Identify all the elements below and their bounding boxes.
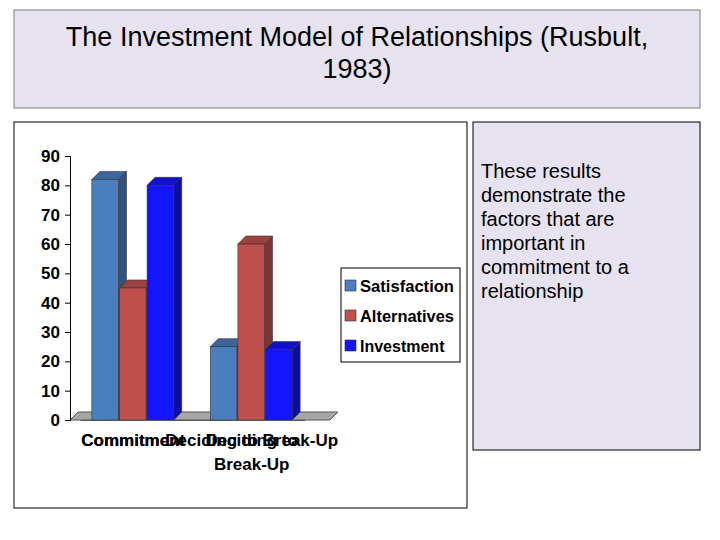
y-tick: 70: [41, 206, 70, 225]
y-tick-label: 80: [41, 176, 60, 195]
y-tick-label: 70: [41, 206, 60, 225]
legend-label: Satisfaction: [360, 278, 454, 295]
y-tick-mark: [65, 303, 70, 304]
legend-swatch: [345, 280, 356, 291]
bars: [92, 171, 300, 420]
bar-top: [266, 342, 301, 350]
bar: [210, 347, 237, 420]
y-tick-mark: [65, 156, 70, 157]
bar-series: [147, 177, 300, 420]
y-tick-mark: [65, 361, 70, 362]
y-tick-label: 90: [41, 147, 60, 166]
x-axis: CommitmentCommitmentDeciding to Break-Up…: [81, 421, 339, 475]
bar: [147, 185, 174, 420]
y-tick-label: 10: [41, 382, 60, 401]
y-axis: 0 10 20 30 40 50 60 70 80 90: [41, 147, 70, 430]
y-tick-mark: [65, 215, 70, 216]
y-tick-mark: [65, 420, 70, 421]
y-tick-label: 0: [51, 411, 60, 430]
legend-swatch: [345, 310, 356, 321]
y-tick-label: 40: [41, 294, 60, 313]
y-tick: 40: [41, 294, 70, 313]
slide: The Investment Model of Relationships (R…: [0, 0, 720, 540]
bar-top: [147, 177, 182, 185]
x-tick: Deciding to Break-UpDeciding toBreak-Up: [165, 431, 338, 474]
y-tick: 60: [41, 235, 70, 254]
y-tick-mark: [65, 244, 70, 245]
y-tick: 0: [51, 411, 70, 430]
y-tick: 50: [41, 264, 70, 283]
legend-label: Investment: [360, 338, 445, 355]
y-tick: 80: [41, 176, 70, 195]
bar-side: [292, 342, 300, 420]
bar-series: [119, 236, 272, 420]
y-tick-mark: [65, 273, 70, 274]
y-tick: 90: [41, 147, 70, 166]
y-tick-label: 50: [41, 264, 60, 283]
y-tick-mark: [65, 185, 70, 186]
y-axis-line: [65, 157, 71, 421]
y-tick-label: 30: [41, 323, 60, 342]
bar-top: [92, 171, 127, 179]
y-tick: 10: [41, 382, 70, 401]
bar-series: [92, 171, 245, 420]
y-tick: 20: [41, 352, 70, 371]
y-tick-mark: [65, 391, 70, 392]
y-tick-mark: [65, 332, 70, 333]
bar: [119, 288, 146, 420]
x-tick-label: Deciding to Break-UpDeciding toBreak-Up: [165, 431, 338, 474]
legend-box: [341, 268, 460, 362]
chart-box: [14, 122, 467, 508]
legend: Satisfaction Alternatives Investment: [341, 268, 460, 362]
title: The Investment Model of Relationships (R…: [66, 22, 648, 84]
title-box: [14, 10, 700, 108]
bar: [266, 350, 293, 420]
note-box: [473, 122, 700, 450]
bar: [92, 179, 119, 420]
bar: [238, 244, 265, 420]
y-tick: 30: [41, 323, 70, 342]
y-tick-label: 20: [41, 352, 60, 371]
bar-top: [238, 236, 273, 244]
bar-side: [174, 177, 182, 420]
legend-label: Alternatives: [360, 308, 454, 325]
y-tick-label: 60: [41, 235, 60, 254]
annotation: These resultsdemonstrate thefactors that…: [481, 160, 630, 302]
x-axis-line: [81, 420, 306, 421]
legend-swatch: [345, 340, 356, 351]
